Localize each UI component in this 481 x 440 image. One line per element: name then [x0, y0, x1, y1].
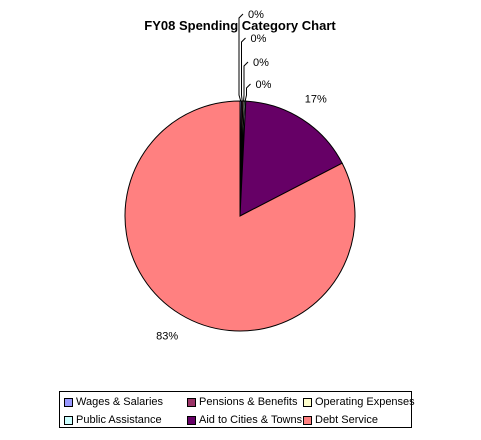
leader-line-operating-expenses [243, 61, 249, 102]
slice-label-operating-expenses: 0% [253, 57, 269, 69]
slice-debt-service [124, 100, 356, 332]
legend-swatch [187, 415, 196, 425]
leader-lines [238, 13, 251, 102]
legend-swatch [303, 397, 312, 407]
legend-item-wages-and-salaries: Wages & Salaries [64, 393, 187, 411]
chart-title: FY08 Spending Category Chart [144, 18, 336, 33]
legend-label: Debt Service [315, 414, 378, 426]
legend-swatch [64, 397, 73, 407]
legend-swatch [303, 415, 312, 425]
legend-item-operating-expenses: Operating Expenses [303, 393, 415, 411]
legend-item-pensions-and-benefits: Pensions & Benefits [187, 393, 303, 411]
legend-item-public-assistance: Public Assistance [64, 411, 187, 429]
legend-label: Pensions & Benefits [199, 396, 298, 408]
legend-label: Aid to Cities & Towns [199, 414, 303, 426]
leader-line-pensions-and-benefits [241, 37, 246, 102]
legend-label: Public Assistance [76, 414, 162, 426]
slice-label-debt-service: 83% [156, 331, 178, 343]
slice-label-aid-to-cities-and-towns: 17% [305, 93, 327, 105]
legend-item-aid-to-cities-and-towns: Aid to Cities & Towns [187, 411, 303, 429]
leader-line-public-assistance [244, 83, 251, 102]
legend-label: Operating Expenses [315, 396, 415, 408]
pie-chart: FY08 Spending Category Chart 0% 0% 0% 0% 17%… [124, 9, 356, 343]
legend-item-debt-service: Debt Service [303, 411, 415, 429]
slice-label-pensions-and-benefits: 0% [251, 33, 267, 45]
slice-label-wages-and-salaries: 0% [248, 9, 264, 21]
legend-swatch [64, 415, 73, 425]
slice-aid-to-cities-and-towns [239, 100, 343, 217]
slice-label-public-assistance: 0% [256, 79, 272, 91]
pie-slices [124, 100, 356, 332]
slice-labels: 0% 0% 0% 0% 17% 83% [156, 9, 327, 343]
leader-line-wages-and-salaries [238, 13, 244, 102]
legend-label: Wages & Salaries [76, 396, 164, 408]
legend-swatch [187, 397, 196, 407]
chart-legend: Wages & Salaries Pensions & Benefits Opera… [59, 391, 415, 429]
